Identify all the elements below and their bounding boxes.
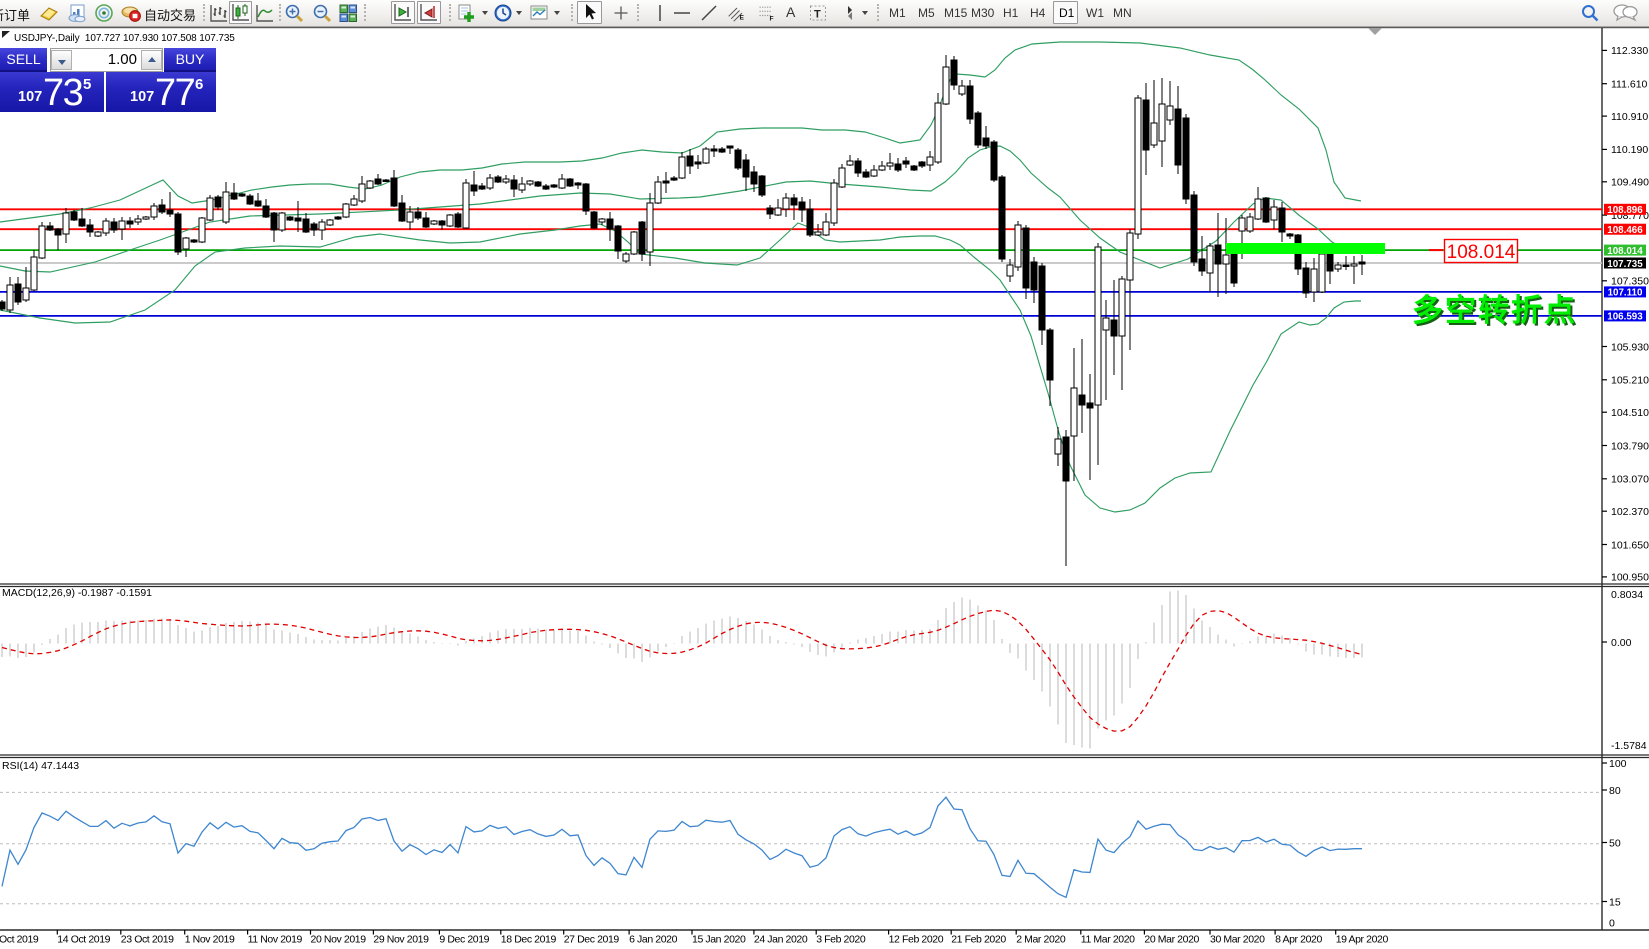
svg-text:103.070: 103.070 bbox=[1611, 474, 1649, 486]
svg-text:0.8034: 0.8034 bbox=[1611, 589, 1643, 601]
svg-text:103.790: 103.790 bbox=[1611, 440, 1649, 452]
svg-text:1 Nov 2019: 1 Nov 2019 bbox=[185, 934, 235, 946]
svg-text:14 Oct 2019: 14 Oct 2019 bbox=[57, 934, 110, 946]
svg-text:6 Jan 2020: 6 Jan 2020 bbox=[629, 934, 678, 946]
svg-text:11 Nov 2019: 11 Nov 2019 bbox=[248, 934, 303, 946]
svg-text:多空转折点: 多空转折点 bbox=[1414, 295, 1579, 330]
svg-text:29 Nov 2019: 29 Nov 2019 bbox=[373, 934, 429, 946]
svg-text:F: F bbox=[770, 16, 774, 23]
svg-text:12 Feb 2020: 12 Feb 2020 bbox=[889, 934, 944, 946]
svg-text:15 Jan 2020: 15 Jan 2020 bbox=[692, 934, 746, 946]
svg-text:-1.5784: -1.5784 bbox=[1611, 740, 1647, 752]
svg-text:20 Mar 2020: 20 Mar 2020 bbox=[1144, 934, 1199, 946]
svg-text:E: E bbox=[740, 15, 745, 22]
svg-text:20 Nov 2019: 20 Nov 2019 bbox=[311, 934, 367, 946]
svg-text:108.014: 108.014 bbox=[1607, 246, 1643, 257]
svg-text:T: T bbox=[814, 9, 821, 21]
svg-text:111.610: 111.610 bbox=[1611, 79, 1648, 91]
svg-text:3 Feb 2020: 3 Feb 2020 bbox=[816, 934, 866, 946]
svg-text:109.490: 109.490 bbox=[1611, 177, 1649, 189]
svg-text:106.593: 106.593 bbox=[1607, 312, 1643, 323]
svg-text:4 Oct 2019: 4 Oct 2019 bbox=[0, 934, 39, 946]
svg-text:101.650: 101.650 bbox=[1611, 539, 1649, 551]
svg-text:104.510: 104.510 bbox=[1611, 407, 1649, 419]
svg-text:USDJPY-,Daily 107.727 107.930: USDJPY-,Daily 107.727 107.930 107.508 10… bbox=[14, 33, 235, 44]
svg-text:0.00: 0.00 bbox=[1611, 637, 1632, 649]
svg-text:108.014: 108.014 bbox=[1447, 242, 1516, 263]
svg-text:107.735: 107.735 bbox=[1607, 259, 1643, 270]
svg-text:112.330: 112.330 bbox=[1611, 45, 1648, 57]
svg-text:9 Dec 2019: 9 Dec 2019 bbox=[439, 934, 489, 946]
svg-text:105.210: 105.210 bbox=[1611, 375, 1649, 387]
svg-text:11 Mar 2020: 11 Mar 2020 bbox=[1081, 934, 1135, 946]
svg-text:0: 0 bbox=[1609, 917, 1615, 929]
svg-text:RSI(14) 47.1443: RSI(14) 47.1443 bbox=[2, 760, 79, 772]
svg-text:100: 100 bbox=[1609, 758, 1627, 770]
svg-text:110.190: 110.190 bbox=[1611, 144, 1648, 156]
svg-text:108.896: 108.896 bbox=[1607, 205, 1643, 216]
svg-text:107.110: 107.110 bbox=[1608, 288, 1643, 299]
svg-text:23 Oct 2019: 23 Oct 2019 bbox=[121, 934, 174, 946]
svg-text:30 Mar 2020: 30 Mar 2020 bbox=[1210, 934, 1265, 946]
svg-text:24 Jan 2020: 24 Jan 2020 bbox=[754, 934, 808, 946]
svg-text:多空转折点: 多空转折点 bbox=[1412, 293, 1577, 328]
svg-text:8 Apr 2020: 8 Apr 2020 bbox=[1275, 934, 1322, 946]
svg-text:110.910: 110.910 bbox=[1611, 111, 1648, 123]
svg-text:50: 50 bbox=[1609, 837, 1621, 849]
svg-text:102.370: 102.370 bbox=[1611, 506, 1649, 518]
svg-text:15: 15 bbox=[1609, 896, 1621, 908]
svg-text:80: 80 bbox=[1609, 785, 1621, 797]
svg-text:MACD(12,26,9) -0.1987 -0.1591: MACD(12,26,9) -0.1987 -0.1591 bbox=[2, 587, 152, 599]
svg-text:18 Dec 2019: 18 Dec 2019 bbox=[501, 934, 557, 946]
svg-text:21 Feb 2020: 21 Feb 2020 bbox=[951, 934, 1006, 946]
svg-text:105.930: 105.930 bbox=[1611, 341, 1649, 353]
svg-text:27 Dec 2019: 27 Dec 2019 bbox=[564, 934, 620, 946]
svg-text:2 Mar 2020: 2 Mar 2020 bbox=[1016, 934, 1066, 946]
svg-text:100.950: 100.950 bbox=[1611, 572, 1649, 584]
svg-text:19 Apr 2020: 19 Apr 2020 bbox=[1336, 934, 1389, 946]
svg-text:108.466: 108.466 bbox=[1607, 225, 1643, 236]
svg-text:107.350: 107.350 bbox=[1611, 276, 1649, 288]
